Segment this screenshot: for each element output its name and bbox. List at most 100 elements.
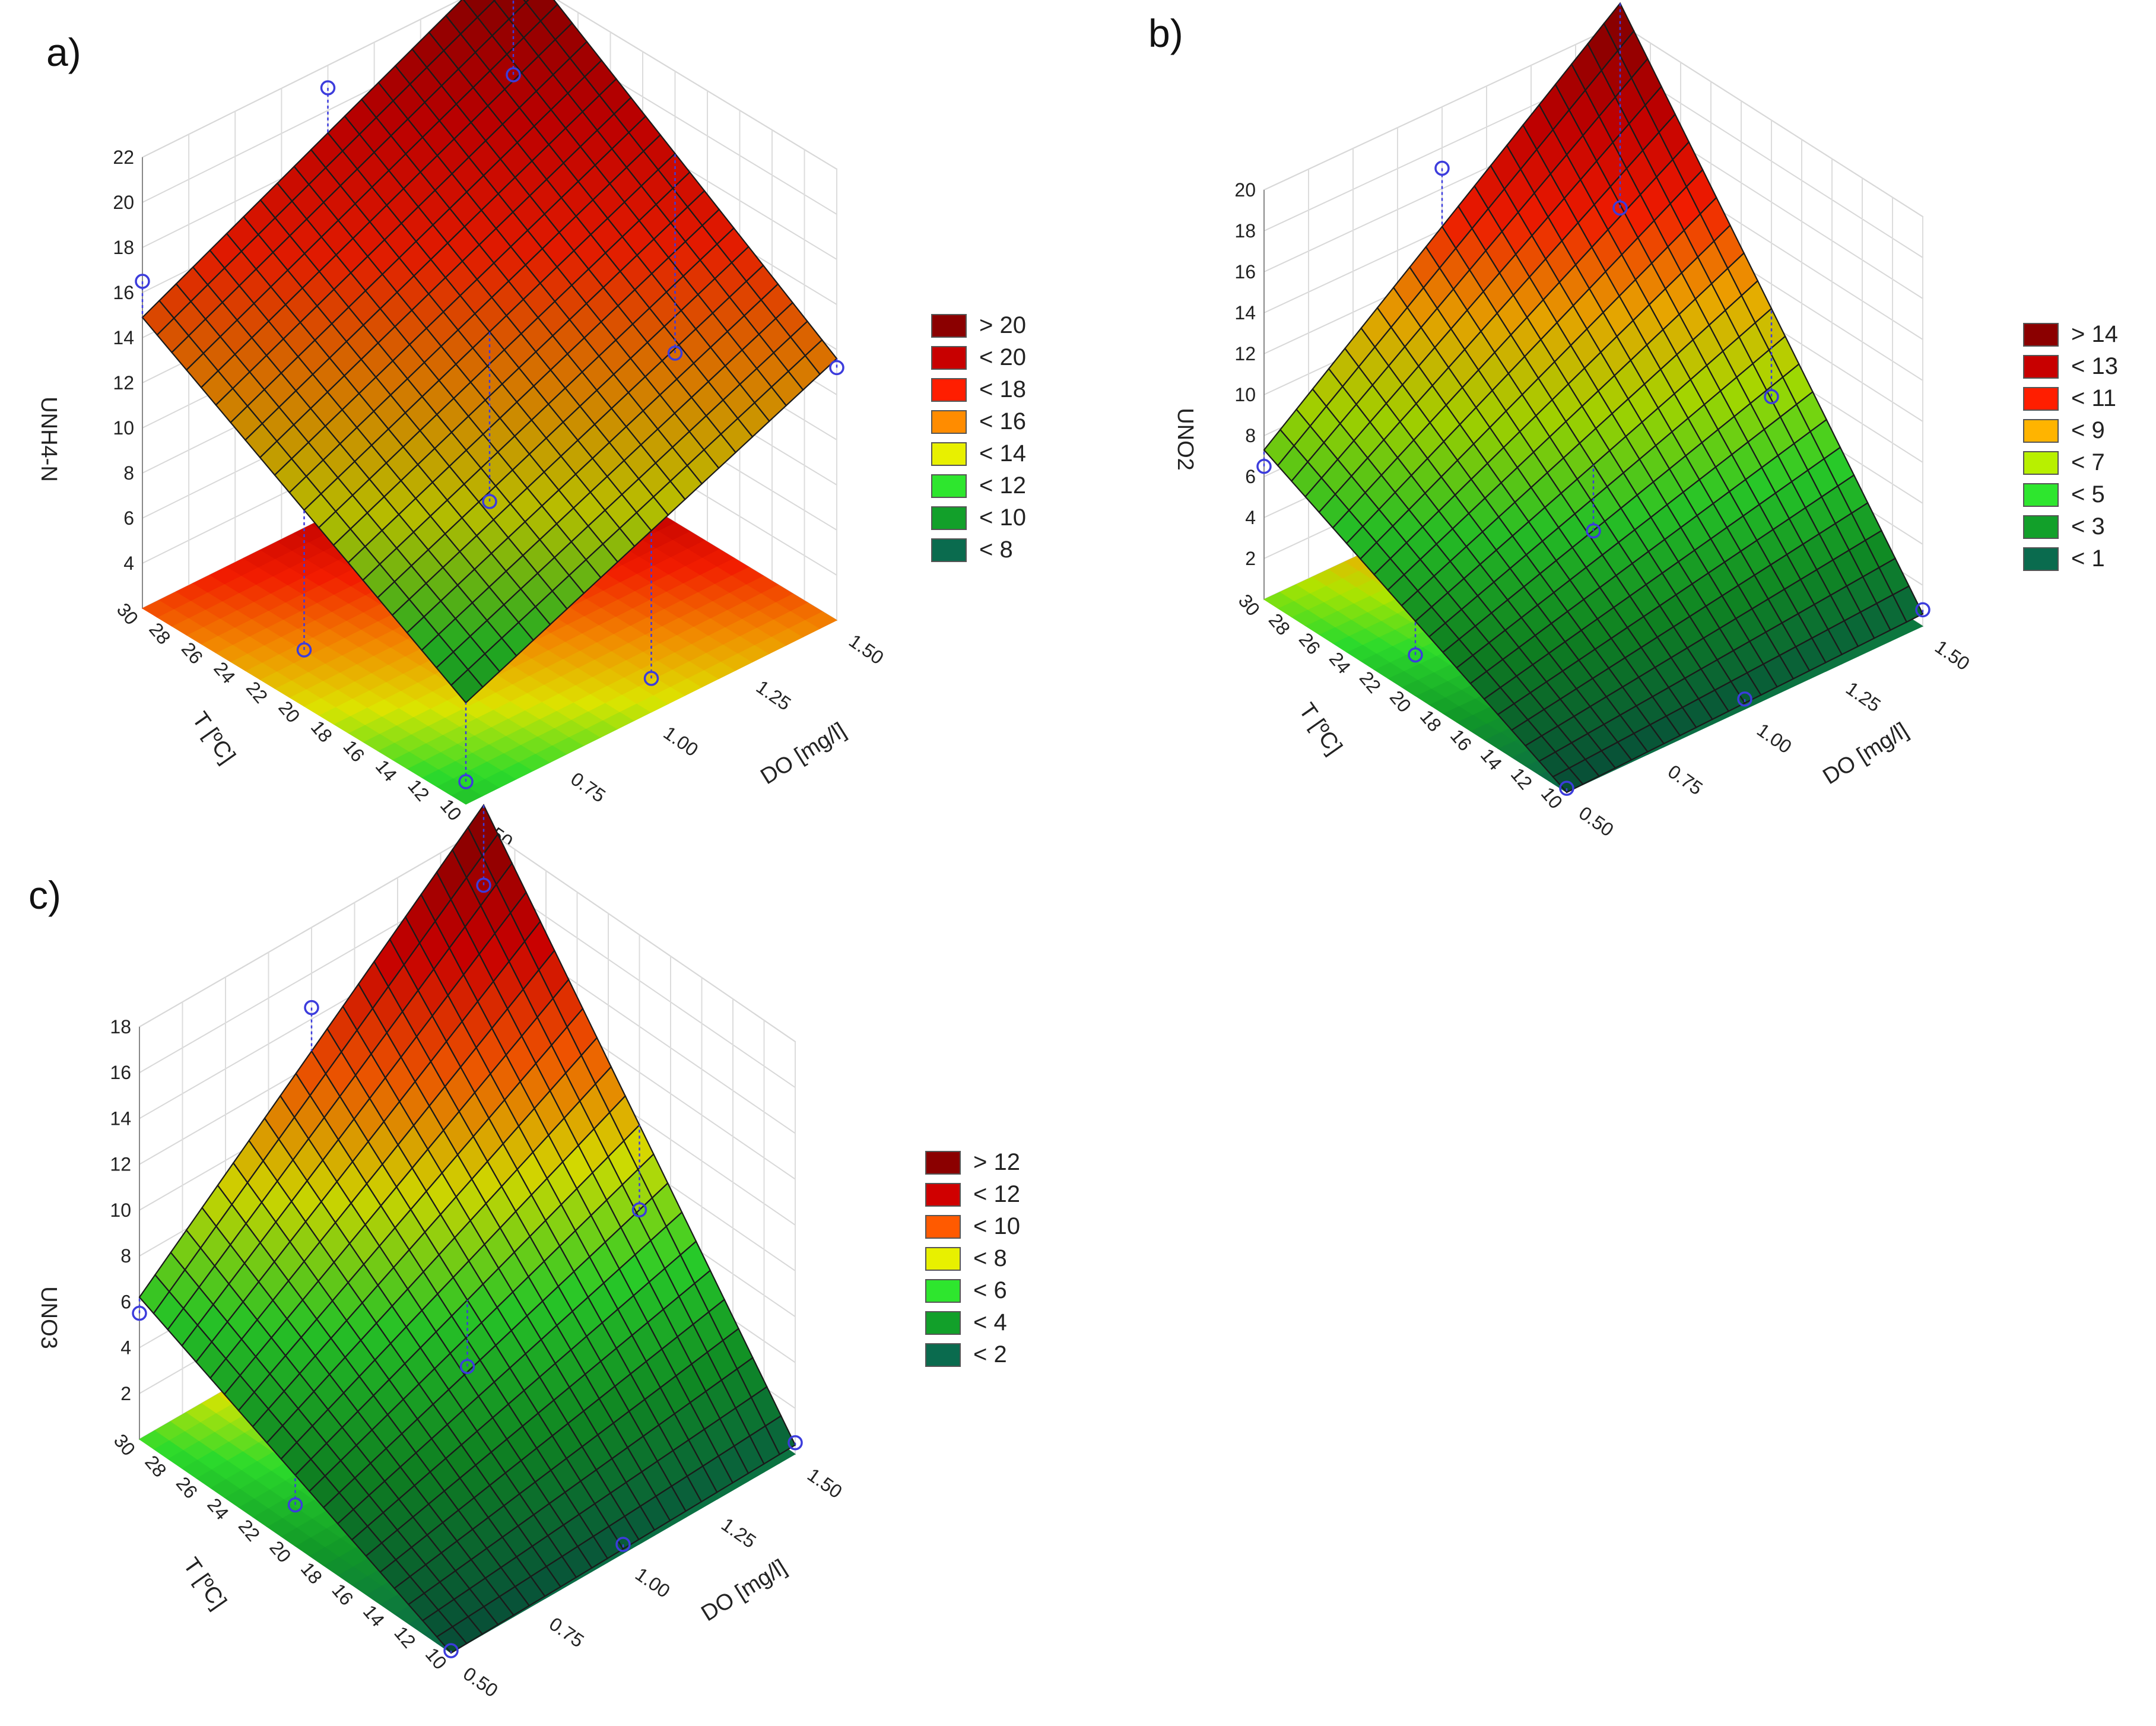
legend-swatch (925, 1151, 961, 1175)
legend-label: > 20 (979, 312, 1026, 338)
z-tick-label: 18 (1234, 220, 1256, 242)
legend-label: < 8 (973, 1245, 1007, 1271)
x-tick-label: 0.75 (1664, 760, 1707, 799)
data-point (304, 1000, 319, 1016)
z-tick-label: 12 (113, 372, 134, 394)
legend-label: < 14 (979, 440, 1026, 467)
legend-swatch (931, 506, 967, 530)
panel-a-chart: 468101214161820220.500.751.001.251.50101… (36, 0, 1026, 852)
data-point (1408, 647, 1423, 663)
legend-swatch (2023, 483, 2059, 507)
z-axis-title: UNO3 (36, 1286, 61, 1349)
y-tick-label: 30 (110, 1430, 139, 1460)
z-tick-label: 22 (113, 147, 134, 168)
x-tick-label: 1.00 (659, 722, 702, 760)
legend-swatch (931, 378, 967, 402)
surface-mesh (141, 0, 838, 704)
legend: > 14 < 13 < 11 < 9 < 7 < 5 < 3 < 1 (2023, 321, 2118, 572)
surface-mesh (1263, 2, 1924, 794)
legend-swatch (2023, 355, 2059, 379)
legend-label: < 10 (973, 1213, 1020, 1239)
x-axis-title: DO [mg/l] (1818, 718, 1912, 789)
data-point (643, 671, 659, 686)
z-tick-label: 20 (1234, 179, 1256, 201)
legend-label: < 6 (973, 1277, 1007, 1303)
legend-swatch (925, 1183, 961, 1207)
panel-b-label: b) (1148, 11, 1183, 55)
z-tick-label: 4 (123, 553, 134, 574)
data-point (459, 1359, 475, 1375)
legend-label: < 10 (979, 505, 1026, 531)
legend-label: < 2 (973, 1341, 1007, 1368)
z-tick-label: 16 (113, 282, 134, 303)
legend-label: > 12 (973, 1149, 1020, 1175)
data-point (829, 360, 844, 376)
legend-swatch (925, 1279, 961, 1303)
legend-swatch (931, 314, 967, 338)
legend-label: < 13 (2071, 353, 2118, 379)
x-tick-label: 1.25 (752, 676, 795, 715)
data-point (1737, 691, 1752, 707)
data-point (476, 877, 491, 893)
z-gridline (142, 0, 837, 170)
z-axis-title: UNH4-N (36, 396, 61, 482)
z-tick-label: 2 (120, 1383, 131, 1404)
legend-label: < 3 (2071, 513, 2105, 540)
y-axis-title: T [ºC] (178, 1553, 231, 1614)
x-axis-title: DO [mg/l] (756, 718, 850, 789)
data-point (458, 774, 474, 789)
observed-points (132, 805, 803, 1658)
x-tick-label: 1.00 (1753, 719, 1796, 757)
z-tick-label: 14 (110, 1108, 131, 1129)
data-point (320, 80, 336, 96)
z-tick-label: 10 (1234, 384, 1256, 405)
x-tick-label: 1.25 (717, 1514, 760, 1552)
panel-c-label: c) (28, 873, 61, 917)
legend-swatch (2023, 387, 2059, 411)
surface-mesh (138, 804, 796, 1654)
z-tick-label: 12 (110, 1154, 131, 1175)
legend-label: < 12 (979, 472, 1026, 499)
data-point (506, 67, 521, 83)
z-tick-label: 18 (110, 1016, 131, 1037)
z-tick-label: 20 (113, 192, 134, 213)
legend-label: < 20 (979, 344, 1026, 370)
data-point (1586, 523, 1601, 539)
legend-swatch (931, 346, 967, 370)
legend-label: < 12 (973, 1181, 1020, 1207)
data-point (631, 1202, 647, 1218)
legend-label: < 11 (2071, 385, 2116, 411)
legend-swatch (925, 1311, 961, 1335)
z-tick-label: 14 (1234, 302, 1256, 323)
x-tick-label: 0.75 (545, 1613, 588, 1651)
data-point (1256, 459, 1272, 474)
data-point (1434, 160, 1450, 176)
z-tick-label: 6 (120, 1291, 131, 1312)
y-tick-label: 30 (113, 599, 142, 629)
legend-label: < 4 (973, 1309, 1007, 1335)
legend: > 20 < 20 < 18 < 16 < 14 < 12 < 10 < 8 (931, 312, 1026, 563)
x-axis-title: DO [mg/l] (697, 1554, 790, 1626)
panel-a-label: a) (46, 30, 81, 74)
surface-cell (1552, 767, 1585, 794)
z-tick-label: 16 (110, 1062, 131, 1083)
data-point (1612, 200, 1628, 216)
x-tick-label: 1.00 (631, 1563, 674, 1602)
legend-label: < 9 (2071, 417, 2105, 443)
data-point (1559, 780, 1574, 796)
z-tick-label: 18 (113, 237, 134, 258)
observed-points (135, 0, 844, 789)
x-tick-label: 0.75 (567, 768, 609, 807)
x-tick-label: 0.50 (459, 1662, 502, 1701)
z-tick-label: 10 (113, 417, 134, 439)
legend-swatch (2023, 419, 2059, 443)
z-tick-label: 6 (1245, 466, 1256, 487)
z-tick-label: 16 (1234, 261, 1256, 283)
legend-label: < 18 (979, 376, 1026, 402)
data-point (287, 1497, 303, 1513)
z-tick-label: 4 (120, 1337, 131, 1359)
data-point (615, 1537, 631, 1552)
surface-cell (450, 668, 484, 704)
panel-c-chart: 246810121416180.500.751.001.251.50101214… (36, 804, 1020, 1701)
